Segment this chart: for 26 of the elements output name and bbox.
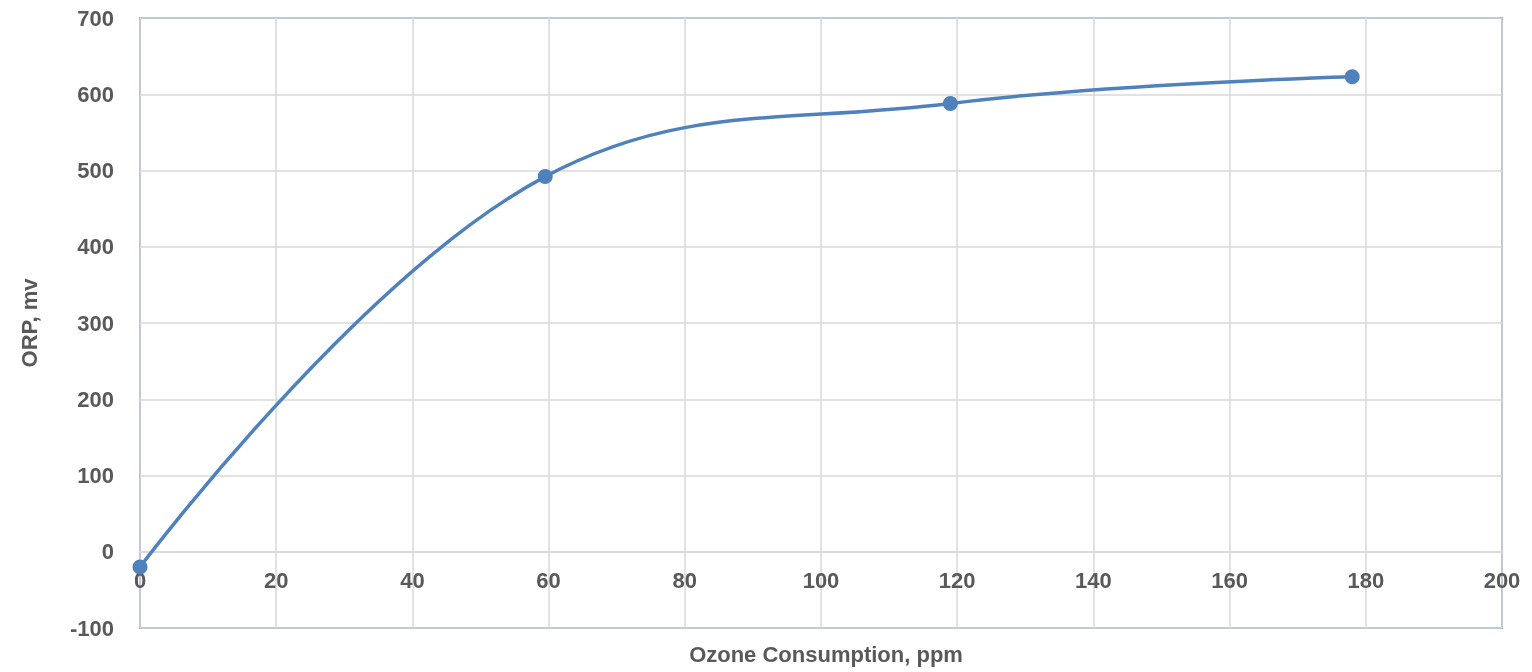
point bbox=[942, 95, 958, 111]
x-tick-label: 80 bbox=[672, 568, 698, 594]
y-tick-label: 300 bbox=[77, 310, 114, 336]
x-tick-label: 0 bbox=[133, 568, 147, 594]
x-tick-label: 20 bbox=[263, 568, 289, 594]
y-axis-title: ORP, mv bbox=[16, 277, 42, 368]
x-tick-label: 60 bbox=[536, 568, 561, 594]
y-tick-label: 500 bbox=[77, 158, 114, 183]
y-tick-label: 700 bbox=[77, 5, 114, 31]
x-tick-label: 40 bbox=[400, 568, 425, 594]
x-tick-label: 140 bbox=[1075, 568, 1112, 594]
x-tick-label: 200 bbox=[1483, 568, 1521, 594]
x-tick-label: 160 bbox=[1211, 568, 1248, 594]
point bbox=[1344, 69, 1360, 85]
y-tick-label: 200 bbox=[77, 386, 114, 412]
point bbox=[132, 559, 148, 575]
x-tick-label: 120 bbox=[938, 568, 976, 594]
point bbox=[537, 169, 553, 185]
y-tick-label: 0 bbox=[101, 539, 114, 565]
y-tick-label: 100 bbox=[77, 463, 114, 488]
x-tick-label: 100 bbox=[802, 568, 840, 594]
x-tick-label: 180 bbox=[1347, 568, 1385, 594]
y-tick-label: -100 bbox=[69, 615, 114, 641]
y-tick-label: 600 bbox=[77, 81, 114, 107]
x-axis-title: Ozone Consumption, ppm bbox=[689, 641, 963, 667]
y-tick-label: 400 bbox=[77, 234, 114, 260]
